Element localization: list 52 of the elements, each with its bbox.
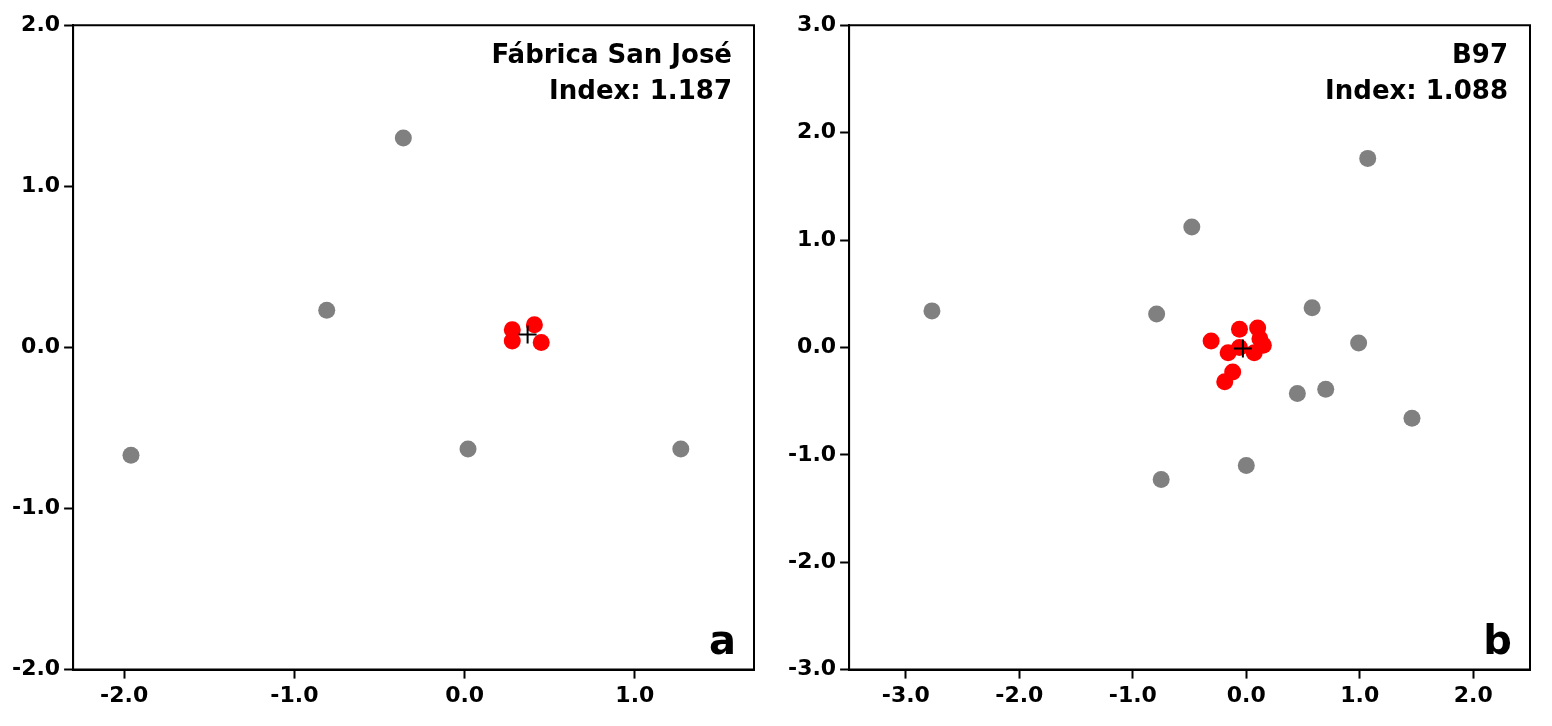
point (394, 129, 412, 147)
y-tick-label: -1.0 (11, 494, 61, 520)
y-tick-label: -3.0 (787, 655, 837, 681)
x-tick-label: -3.0 (881, 681, 930, 707)
point (1232, 338, 1253, 359)
y-tick-label: 2.0 (797, 118, 837, 144)
point (1237, 457, 1255, 475)
point (1245, 344, 1263, 362)
y-tick-label: 1.0 (797, 225, 837, 251)
point (517, 324, 538, 345)
point (532, 334, 550, 352)
point (525, 316, 543, 334)
point (1403, 409, 1421, 427)
point (1148, 305, 1166, 323)
annotation: B97 (1452, 38, 1508, 69)
x-tick-label: -1.0 (270, 681, 319, 707)
y-tick-label: 2.0 (21, 10, 61, 36)
y-tick-label: -2.0 (11, 655, 61, 681)
y-tick-label: 0.0 (21, 333, 61, 359)
x-tick-label: 0.0 (445, 681, 485, 707)
y-tick-label: 1.0 (21, 172, 61, 198)
point (122, 446, 140, 464)
point (1216, 373, 1234, 391)
y-tick-label: 0.0 (797, 333, 837, 359)
x-tick-label: -2.0 (995, 681, 1044, 707)
annotation: b (1483, 616, 1512, 663)
x-tick-label: -1.0 (1108, 681, 1157, 707)
point (1350, 334, 1368, 352)
x-tick-label: 0.0 (1226, 681, 1266, 707)
point (1152, 471, 1170, 488)
annotation: Fábrica San José (491, 38, 732, 69)
point (1317, 380, 1335, 398)
point (1202, 332, 1220, 350)
x-tick-label: 1.0 (1340, 681, 1380, 707)
point (318, 301, 336, 319)
point (1183, 218, 1201, 236)
annotation: a (709, 616, 736, 663)
y-tick-label: -2.0 (787, 547, 837, 573)
point (1230, 320, 1248, 338)
x-tick-label: 2.0 (1453, 681, 1493, 707)
point (1303, 299, 1321, 317)
y-tick-label: 3.0 (797, 10, 837, 36)
point (672, 440, 690, 458)
annotation: Index: 1.187 (549, 74, 732, 105)
point (1288, 385, 1306, 403)
annotation: Index: 1.088 (1325, 74, 1508, 105)
x-tick-label: -2.0 (100, 681, 149, 707)
point (459, 440, 477, 458)
point (923, 302, 941, 320)
x-tick-label: 1.0 (615, 681, 655, 707)
y-tick-label: -1.0 (787, 440, 837, 466)
point (1359, 149, 1377, 167)
